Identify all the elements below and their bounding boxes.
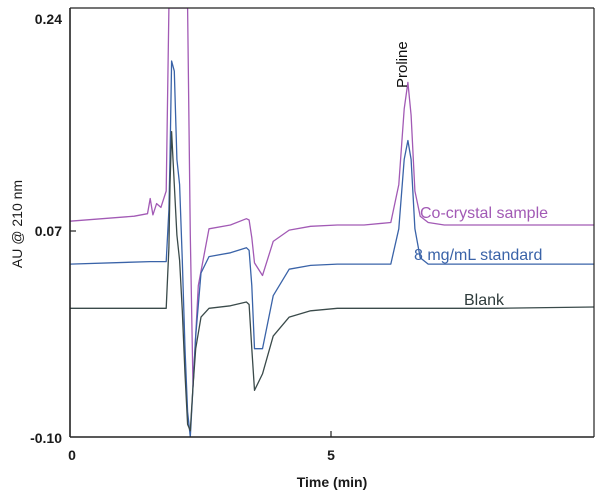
- x-tick-label-5: 5: [327, 447, 335, 463]
- blank-trace: [70, 131, 594, 432]
- proline-peak-label: Proline: [394, 41, 411, 88]
- y-tick-label-bottom: -0.10: [30, 430, 62, 446]
- plot-area: [70, 8, 594, 437]
- co-crystal-trace: [70, 8, 594, 388]
- standard-trace: [70, 60, 594, 437]
- legend-standard-label: 8 mg/mL standard: [414, 247, 542, 264]
- y-tick-label-mid: 0.07: [35, 223, 62, 239]
- x-tick-label-0: 0: [68, 447, 76, 463]
- legend-blank-label: Blank: [464, 292, 505, 309]
- y-tick-label-top: 0.24: [35, 11, 62, 27]
- y-axis-title: AU @ 210 nm: [9, 180, 25, 268]
- x-axis-title: Time (min): [297, 474, 368, 490]
- legend-co-crystal-label: Co-crystal sample: [420, 205, 548, 222]
